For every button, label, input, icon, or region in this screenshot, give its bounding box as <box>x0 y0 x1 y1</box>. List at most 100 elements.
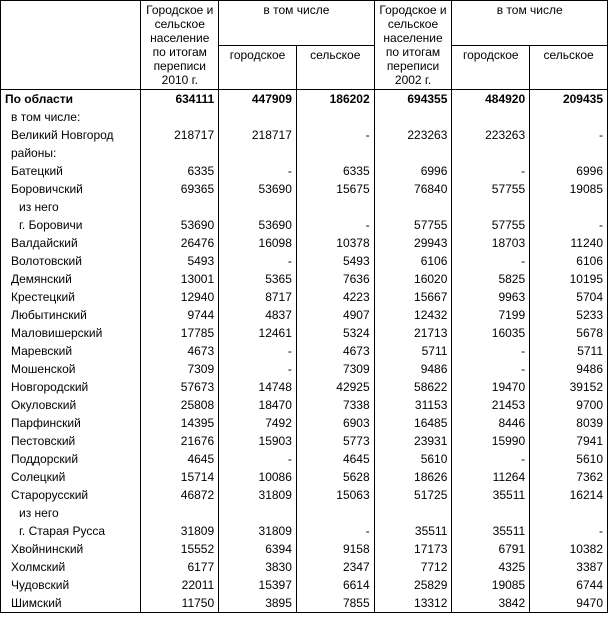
cell-value: 10378 <box>296 234 374 252</box>
table-row: Пестовский2167615903577323931159907941 <box>1 432 608 450</box>
cell-value: 694355 <box>374 90 452 109</box>
cell-value: 209435 <box>530 90 608 109</box>
cell-value <box>141 144 219 162</box>
row-label: Мошенской <box>1 360 141 378</box>
cell-value: 6335 <box>296 162 374 180</box>
cell-value: 6106 <box>374 252 452 270</box>
cell-value: 16214 <box>530 486 608 504</box>
cell-value: 7199 <box>452 306 530 324</box>
cell-value: 19470 <box>452 378 530 396</box>
row-label: Пестовский <box>1 432 141 450</box>
row-label: По области <box>1 90 141 109</box>
row-label: Валдайский <box>1 234 141 252</box>
cell-value: 5610 <box>530 450 608 468</box>
cell-value: 16485 <box>374 414 452 432</box>
cell-value: 57755 <box>452 216 530 234</box>
cell-value: 12940 <box>141 288 219 306</box>
cell-value <box>452 108 530 126</box>
cell-value: 3842 <box>452 594 530 613</box>
cell-value: - <box>452 360 530 378</box>
cell-value <box>141 504 219 522</box>
table-row: Новгородский5767314748429255862219470391… <box>1 378 608 396</box>
cell-value: 21713 <box>374 324 452 342</box>
cell-value: 447909 <box>219 90 297 109</box>
table-row: г. Старая Русса3180931809-3551135511- <box>1 522 608 540</box>
table-row: Холмский617738302347771243253387 <box>1 558 608 576</box>
row-label: Демянский <box>1 270 141 288</box>
header-2002-group: в том числе <box>452 1 608 46</box>
cell-value: 4673 <box>141 342 219 360</box>
table-row: Парфинский14395749269031648584468039 <box>1 414 608 432</box>
cell-value: 9158 <box>296 540 374 558</box>
table-row: Валдайский264761609810378299431870311240 <box>1 234 608 252</box>
cell-value: 5711 <box>530 342 608 360</box>
cell-value: 14395 <box>141 414 219 432</box>
cell-value: 4673 <box>296 342 374 360</box>
cell-value: 7309 <box>141 360 219 378</box>
cell-value: 17785 <box>141 324 219 342</box>
table-row: Окуловский2580818470733831153214539700 <box>1 396 608 414</box>
cell-value: 25829 <box>374 576 452 594</box>
cell-value: 6335 <box>141 162 219 180</box>
cell-value: 11750 <box>141 594 219 613</box>
table-row: районы: <box>1 144 608 162</box>
table-row: Шимский11750389578551331238429470 <box>1 594 608 613</box>
cell-value: - <box>530 126 608 144</box>
table-row: г. Боровичи5369053690-5775557755- <box>1 216 608 234</box>
cell-value: 5324 <box>296 324 374 342</box>
cell-value: 5493 <box>296 252 374 270</box>
cell-value: - <box>219 252 297 270</box>
cell-value: 12461 <box>219 324 297 342</box>
cell-value: 3895 <box>219 594 297 613</box>
cell-value: 35511 <box>452 486 530 504</box>
row-label: г. Старая Русса <box>1 522 141 540</box>
cell-value: 8717 <box>219 288 297 306</box>
cell-value: 21453 <box>452 396 530 414</box>
cell-value: 7362 <box>530 468 608 486</box>
table-row: Демянский130015365763616020582510195 <box>1 270 608 288</box>
cell-value: 10086 <box>219 468 297 486</box>
row-label: в том числе: <box>1 108 141 126</box>
cell-value: 26476 <box>141 234 219 252</box>
cell-value: 18703 <box>452 234 530 252</box>
cell-value: 5773 <box>296 432 374 450</box>
cell-value: 42925 <box>296 378 374 396</box>
cell-value: 6394 <box>219 540 297 558</box>
cell-value: 69365 <box>141 180 219 198</box>
cell-value: 18470 <box>219 396 297 414</box>
cell-value: 19085 <box>452 576 530 594</box>
cell-value: 6744 <box>530 576 608 594</box>
cell-value: 8446 <box>452 414 530 432</box>
cell-value: - <box>452 162 530 180</box>
cell-value: 10382 <box>530 540 608 558</box>
cell-value <box>141 198 219 216</box>
row-label: Солецкий <box>1 468 141 486</box>
cell-value: 13312 <box>374 594 452 613</box>
cell-value <box>219 504 297 522</box>
cell-value: 5678 <box>530 324 608 342</box>
cell-value: 15063 <box>296 486 374 504</box>
row-label: районы: <box>1 144 141 162</box>
cell-value: - <box>219 162 297 180</box>
table-row: из него <box>1 504 608 522</box>
cell-value: 57755 <box>452 180 530 198</box>
cell-value: 15667 <box>374 288 452 306</box>
cell-value: 9486 <box>530 360 608 378</box>
cell-value: 7855 <box>296 594 374 613</box>
cell-value: 53690 <box>219 180 297 198</box>
cell-value: 31809 <box>141 522 219 540</box>
row-label: Поддорский <box>1 450 141 468</box>
row-label: Окуловский <box>1 396 141 414</box>
cell-value: 15675 <box>296 180 374 198</box>
table-row: Поддорский4645-46455610-5610 <box>1 450 608 468</box>
cell-value: 6791 <box>452 540 530 558</box>
header-2002-total: Городское и сельское население по итогам… <box>374 1 452 90</box>
cell-value <box>296 108 374 126</box>
cell-value: 6996 <box>530 162 608 180</box>
cell-value: 186202 <box>296 90 374 109</box>
row-label: Чудовский <box>1 576 141 594</box>
cell-value <box>374 504 452 522</box>
cell-value <box>530 144 608 162</box>
cell-value: - <box>296 126 374 144</box>
cell-value <box>530 504 608 522</box>
